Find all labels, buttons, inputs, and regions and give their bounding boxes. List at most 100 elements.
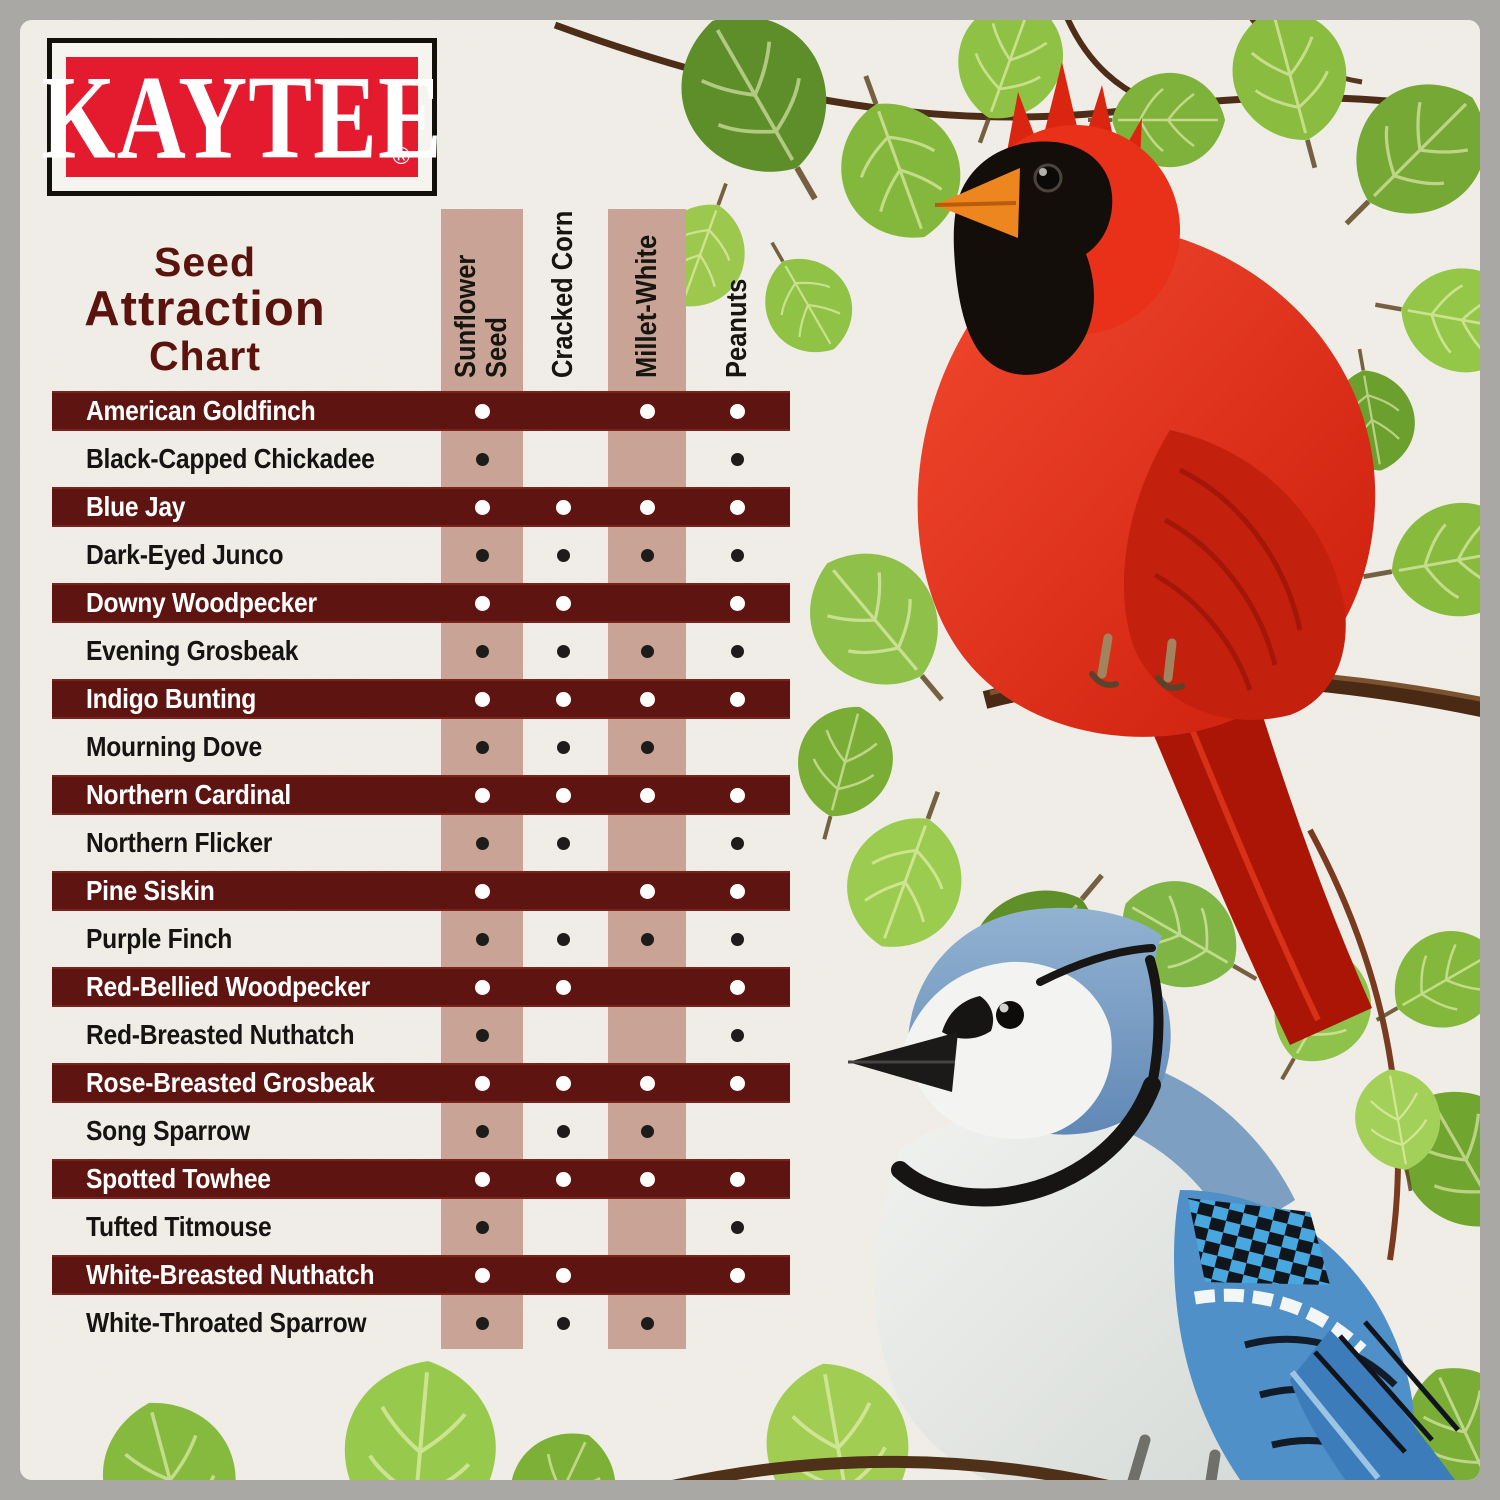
- seed-dot-cracked-corn: [555, 499, 571, 515]
- seed-dot-millet-white: [640, 1124, 654, 1138]
- seed-dot-cracked-corn: [556, 548, 570, 562]
- bird-name-label: Red-Bellied Woodpecker: [86, 971, 371, 1002]
- table-row-indigo-bunting: Indigo Bunting: [52, 679, 790, 719]
- column-header-text: Millet-White: [630, 234, 663, 378]
- table-row-black-capped-chickadee: Black-Capped Chickadee: [52, 439, 790, 479]
- blue-jay-illustration: [672, 907, 1460, 1480]
- seed-dot-peanuts: [729, 787, 745, 803]
- seed-dot-cracked-corn: [556, 1124, 570, 1138]
- cardinal-illustration: [917, 62, 1376, 1045]
- table-row-american-goldfinch: American Goldfinch: [52, 391, 790, 431]
- table-row-red-bellied-woodpecker: Red-Bellied Woodpecker: [52, 967, 790, 1007]
- seed-dot-sunflower-seed: [474, 1267, 490, 1283]
- seed-dot-sunflower-seed: [474, 787, 490, 803]
- scene-illustration: [20, 20, 1480, 1480]
- bird-name-label: Northern Flicker: [86, 827, 273, 858]
- seed-dot-cracked-corn: [556, 644, 570, 658]
- seed-dot-sunflower-seed: [474, 595, 490, 611]
- paper-background: [20, 20, 1480, 1480]
- logo-text: KAYTEE: [41, 50, 443, 184]
- seed-dot-cracked-corn: [555, 787, 571, 803]
- bird-name-label: White-Throated Sparrow: [86, 1307, 367, 1338]
- seed-dot-peanuts: [729, 691, 745, 707]
- bird-name-label: Downy Woodpecker: [86, 587, 317, 618]
- seed-dot-cracked-corn: [556, 740, 570, 754]
- seed-dot-millet-white: [639, 883, 655, 899]
- seed-dot-peanuts: [729, 403, 745, 419]
- seed-dot-cracked-corn: [555, 595, 571, 611]
- seed-dot-millet-white: [639, 1171, 655, 1187]
- seed-dot-peanuts: [730, 548, 744, 562]
- bird-name-label: Dark-Eyed Junco: [86, 539, 284, 570]
- table-row-northern-flicker: Northern Flicker: [52, 823, 790, 863]
- table-row-evening-grosbeak: Evening Grosbeak: [52, 631, 790, 671]
- seed-dot-millet-white: [640, 644, 654, 658]
- seed-dot-cracked-corn: [555, 1267, 571, 1283]
- table-row-northern-cardinal: Northern Cardinal: [52, 775, 790, 815]
- bird-name-label: Mourning Dove: [86, 731, 262, 762]
- registered-trademark-icon: ®: [392, 143, 410, 170]
- bird-name-label: Purple Finch: [86, 923, 233, 954]
- seed-dot-sunflower-seed: [475, 740, 489, 754]
- seed-dot-cracked-corn: [555, 691, 571, 707]
- seed-dot-peanuts: [729, 979, 745, 995]
- seed-dot-cracked-corn: [555, 1171, 571, 1187]
- seed-dot-sunflower-seed: [475, 1220, 489, 1234]
- seed-dot-sunflower-seed: [474, 499, 490, 515]
- seed-dot-cracked-corn: [555, 979, 571, 995]
- table-row-dark-eyed-junco: Dark-Eyed Junco: [52, 535, 790, 575]
- title-line-1: Seed: [154, 239, 256, 285]
- seed-dot-millet-white: [639, 403, 655, 419]
- table-row-rose-breasted-grosbeak: Rose-Breasted Grosbeak: [52, 1063, 790, 1103]
- table-row-mourning-dove: Mourning Dove: [52, 727, 790, 767]
- bird-name-label: Evening Grosbeak: [86, 635, 299, 666]
- seed-dot-millet-white: [639, 691, 655, 707]
- seed-dot-millet-white: [639, 1075, 655, 1091]
- seed-dot-sunflower-seed: [475, 1028, 489, 1042]
- title-line-2: Attraction: [84, 282, 326, 336]
- seed-dot-peanuts: [729, 1075, 745, 1091]
- seed-dot-sunflower-seed: [474, 1171, 490, 1187]
- seed-dot-sunflower-seed: [475, 932, 489, 946]
- bird-name-label: Indigo Bunting: [86, 683, 257, 714]
- table-row-pine-siskin: Pine Siskin: [52, 871, 790, 911]
- seed-dot-millet-white: [640, 932, 654, 946]
- column-header-sunflower-seed: Sunflower Seed: [450, 198, 514, 378]
- seed-dot-peanuts: [729, 1267, 745, 1283]
- bird-name-label: White-Breasted Nuthatch: [86, 1259, 375, 1290]
- bird-name-label: Spotted Towhee: [86, 1163, 271, 1194]
- bird-name-label: Black-Capped Chickadee: [86, 443, 375, 474]
- seed-dot-peanuts: [730, 836, 744, 850]
- bird-name-label: Red-Breasted Nuthatch: [86, 1019, 355, 1050]
- seed-dot-millet-white: [640, 548, 654, 562]
- seed-dot-sunflower-seed: [475, 452, 489, 466]
- bird-name-label: Blue Jay: [86, 491, 186, 522]
- seed-dot-sunflower-seed: [474, 691, 490, 707]
- table-row-downy-woodpecker: Downy Woodpecker: [52, 583, 790, 623]
- column-header-text: Seed: [481, 316, 513, 378]
- seed-dot-sunflower-seed: [475, 1124, 489, 1138]
- chart-title: Seed Attraction Chart: [45, 240, 365, 378]
- column-header-cracked-corn: Cracked Corn: [531, 198, 595, 378]
- table-row-white-throated-sparrow: White-Throated Sparrow: [52, 1303, 790, 1343]
- column-header-peanuts: Peanuts: [705, 198, 769, 378]
- seed-dot-sunflower-seed: [475, 836, 489, 850]
- column-header-millet-white: Millet-White: [615, 198, 679, 378]
- column-header-text: Cracked Corn: [546, 210, 579, 378]
- seed-dot-peanuts: [730, 452, 744, 466]
- table-row-tufted-titmouse: Tufted Titmouse: [52, 1207, 790, 1247]
- seed-dot-cracked-corn: [556, 836, 570, 850]
- seed-dot-peanuts: [730, 932, 744, 946]
- seed-dot-peanuts: [729, 883, 745, 899]
- seed-dot-cracked-corn: [556, 1316, 570, 1330]
- seed-dot-sunflower-seed: [475, 548, 489, 562]
- column-header-text: Sunflower: [450, 254, 482, 378]
- seed-dot-sunflower-seed: [474, 883, 490, 899]
- title-line-3: Chart: [148, 333, 262, 379]
- kaytee-logo: KAYTEE ®: [41, 38, 442, 196]
- bird-name-label: Northern Cardinal: [86, 779, 291, 810]
- seed-dot-sunflower-seed: [474, 403, 490, 419]
- bird-name-label: Song Sparrow: [86, 1115, 250, 1146]
- seed-dot-cracked-corn: [555, 1075, 571, 1091]
- table-row-red-breasted-nuthatch: Red-Breasted Nuthatch: [52, 1015, 790, 1055]
